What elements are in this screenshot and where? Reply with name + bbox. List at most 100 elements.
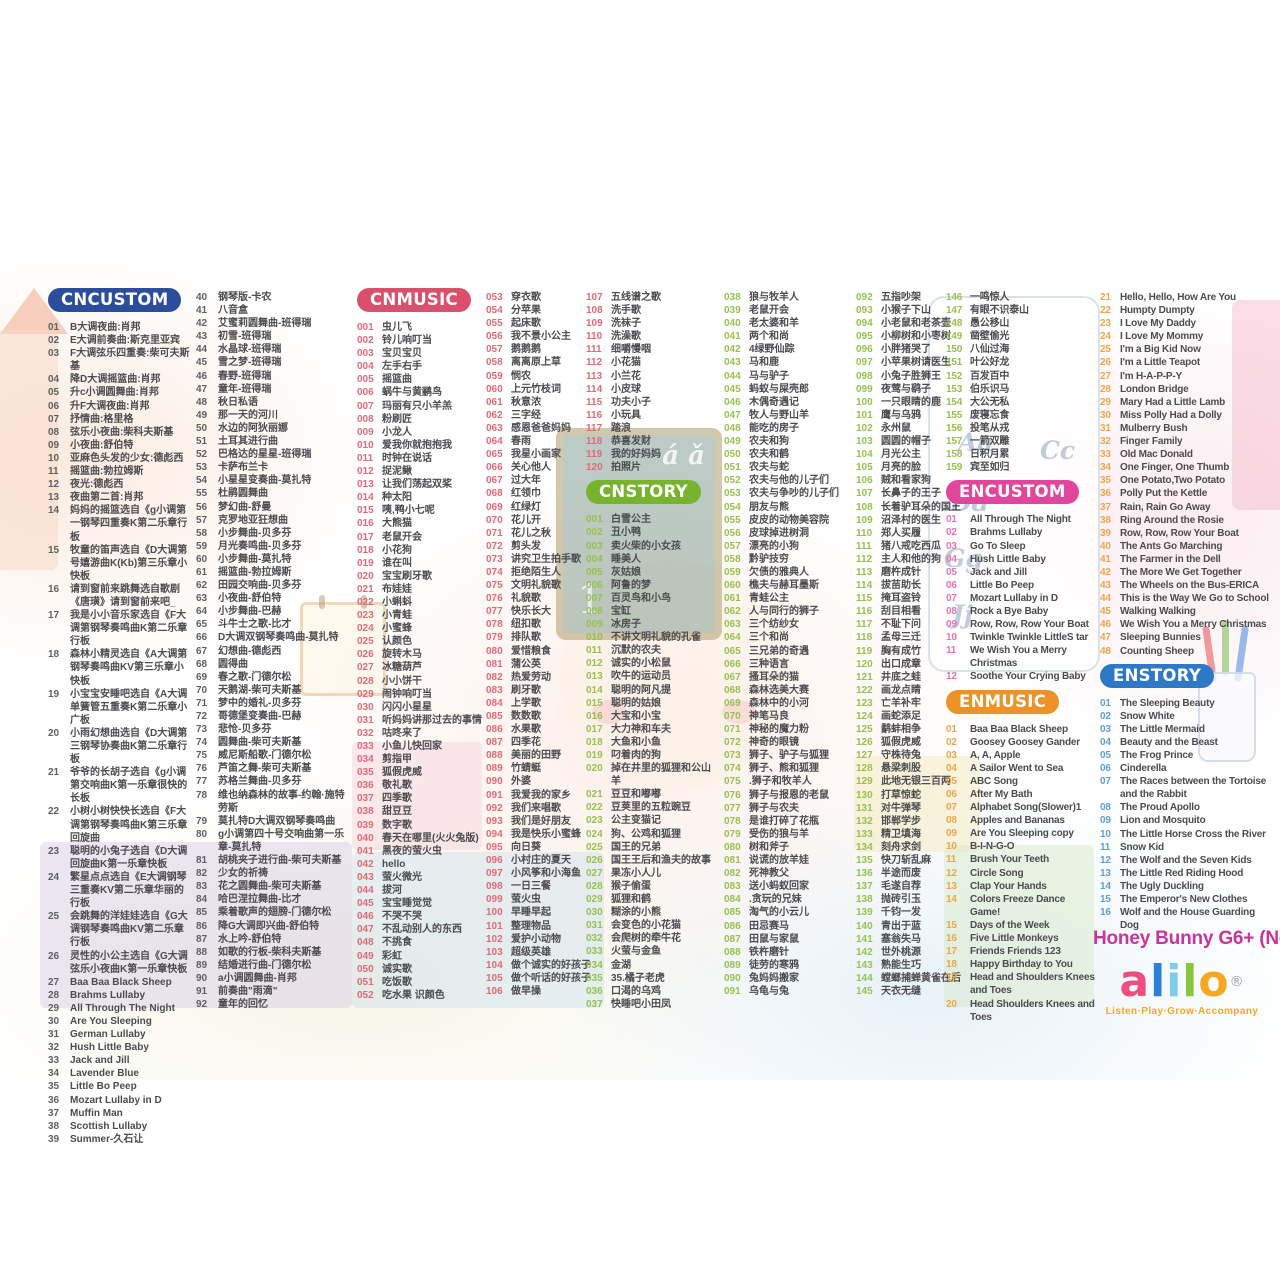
song-item: 09 小夜曲:舒伯特 xyxy=(48,439,191,452)
song-number: 044 xyxy=(724,370,741,382)
song-item: 055 皮皮的动物美容院 xyxy=(724,514,852,527)
song-item: 062 人与同行的狮子 xyxy=(724,605,852,618)
song-title: Rain, Rain Go Away xyxy=(1120,501,1211,513)
song-title: 谁在叫 xyxy=(382,557,412,569)
song-item: 081 说谎的放羊娃 xyxy=(724,854,852,867)
song-title: 徒劳的寒鸦 xyxy=(749,959,799,971)
song-item: 22 小树小树快快长选自《F大调第钢琴奏鸣曲K第三乐章回旋曲 xyxy=(48,805,191,844)
song-number: 009 xyxy=(357,426,374,438)
song-item: 018 小花狗 xyxy=(357,544,485,557)
song-item: 040 春天在哪里(火火兔版) xyxy=(357,832,485,845)
song-title: 小宝宝安睡吧选自《A大调单簧管五重奏K第二乐章小广板 xyxy=(70,688,188,726)
song-item: 064 春雨 xyxy=(486,435,592,448)
song-number: 59 xyxy=(196,540,208,552)
song-item: 52 巴格达的星星-班得瑞 xyxy=(196,448,348,461)
song-title: 狐狸和鹤 xyxy=(611,894,651,906)
song-item: 04 Beauty and the Beast xyxy=(1100,736,1272,749)
song-title: 踏浪 xyxy=(611,422,631,434)
song-item: 109 洗袜子 xyxy=(586,317,720,330)
song-item: 045 蚂蚁与屎壳郎 xyxy=(724,383,852,396)
song-title: Hush Little Baby xyxy=(970,553,1046,565)
song-number: 069 xyxy=(724,697,741,709)
song-number: 096 xyxy=(856,344,873,356)
song-title: 农夫和狗 xyxy=(749,436,789,448)
song-item: 052 吃水果 识颜色 xyxy=(357,989,485,1002)
song-number: 02 xyxy=(946,527,957,539)
song-item: 55 杜鹃圆舞曲 xyxy=(196,487,348,500)
song-number: 038 xyxy=(724,292,741,303)
song-number: 096 xyxy=(486,855,503,867)
song-number: 114 xyxy=(586,383,603,395)
song-item: 027 果冻小人儿 xyxy=(586,867,720,880)
song-number: 002 xyxy=(586,527,603,539)
song-number: 015 xyxy=(357,505,374,517)
song-title: 田园交响曲-贝多芬 xyxy=(218,580,302,592)
song-number: 136 xyxy=(856,868,873,880)
song-number: 023 xyxy=(586,815,603,827)
song-title: 爱我你就抱抱我 xyxy=(382,439,452,451)
song-number: 11 xyxy=(48,466,59,478)
song-number: 039 xyxy=(724,305,741,317)
song-item: 009 冰房子 xyxy=(586,618,720,631)
song-title: 会跳舞的洋娃娃选自《G大调钢琴奏鸣曲KV第二乐章行板 xyxy=(70,911,188,949)
song-item: 09 Are You Sleeping copy xyxy=(946,827,1096,840)
song-number: 110 xyxy=(586,331,603,343)
song-item: 014 种太阳 xyxy=(357,491,485,504)
song-number: 09 xyxy=(1100,815,1111,827)
song-item: 048 不挑食 xyxy=(357,936,485,949)
song-item: 030 糊涂的小熊 xyxy=(586,906,720,919)
song-number: 117 xyxy=(856,619,873,631)
song-number: 035 xyxy=(357,767,374,779)
song-item: 074 拒绝陌生人 xyxy=(486,566,592,579)
song-number: 090 xyxy=(724,972,741,984)
song-number: 102 xyxy=(486,933,503,945)
song-item: 18 Happy Birthday to You xyxy=(946,958,1096,971)
song-title: 洗手歌 xyxy=(611,305,641,317)
song-title: 水果歌 xyxy=(511,724,541,736)
song-title: 降G大调即兴曲-舒伯特 xyxy=(218,920,320,932)
song-title: 吃饭歌 xyxy=(382,976,412,988)
song-item: 080 爱惜粮食 xyxy=(486,645,592,658)
song-title: Walking Walking xyxy=(1120,606,1196,618)
song-item: 49 那一天的河川 xyxy=(196,409,348,422)
song-title: 叶公好龙 xyxy=(970,357,1010,369)
song-number: 104 xyxy=(486,959,503,971)
song-number: 139 xyxy=(856,907,873,919)
song-title: 排队歌 xyxy=(511,632,541,644)
song-title: Scottish Lullaby xyxy=(70,1120,148,1132)
song-number: 35 xyxy=(1100,475,1111,487)
song-number: 072 xyxy=(486,540,503,552)
song-item: 103 超级英雄 xyxy=(486,946,592,959)
song-number: 089 xyxy=(724,959,741,971)
song-number: 007 xyxy=(586,592,603,604)
song-title: Mozart Lullaby in D xyxy=(970,592,1058,604)
song-number: 047 xyxy=(724,409,741,421)
song-title: 人与同行的狮子 xyxy=(749,606,819,618)
song-number: 92 xyxy=(196,999,208,1011)
song-item: 052 农夫与他的儿子们 xyxy=(724,474,852,487)
song-item: 07 Alphabet Song(Slower)1 xyxy=(946,801,1096,814)
song-item: 17 Friends Friends 123 xyxy=(946,945,1096,958)
song-title: 乘着歌声的翅膀-门德尔松 xyxy=(218,907,332,919)
song-number: 91 xyxy=(196,985,208,997)
song-number: 69 xyxy=(196,671,208,683)
song-title: 热爱劳动 xyxy=(511,671,551,683)
song-title: 上学歌 xyxy=(511,697,541,709)
song-number: 80 xyxy=(196,828,208,840)
song-item: 050 诚实歌 xyxy=(357,963,485,976)
song-number: 38 xyxy=(48,1120,60,1132)
song-item: 034 金湖 xyxy=(586,959,720,972)
song-number: 21 xyxy=(48,767,60,779)
song-number: 057 xyxy=(486,344,503,356)
song-title: All Through The Night xyxy=(970,514,1071,526)
song-item: 030 闪闪小星星 xyxy=(357,701,485,714)
song-item: 043 马和鹿 xyxy=(724,356,852,369)
song-title: We Wish You a Merry Christmas xyxy=(1120,619,1267,631)
song-title: Goosey Goosey Gander xyxy=(970,736,1080,748)
song-title: German Lullaby xyxy=(70,1029,146,1041)
song-number: 106 xyxy=(856,475,873,487)
song-title: 4绿野仙踪 xyxy=(749,344,795,356)
song-title: Brahms Lullaby xyxy=(70,989,146,1001)
song-number: 087 xyxy=(724,933,741,945)
song-item: 156 投笔从戎 xyxy=(946,422,1096,435)
